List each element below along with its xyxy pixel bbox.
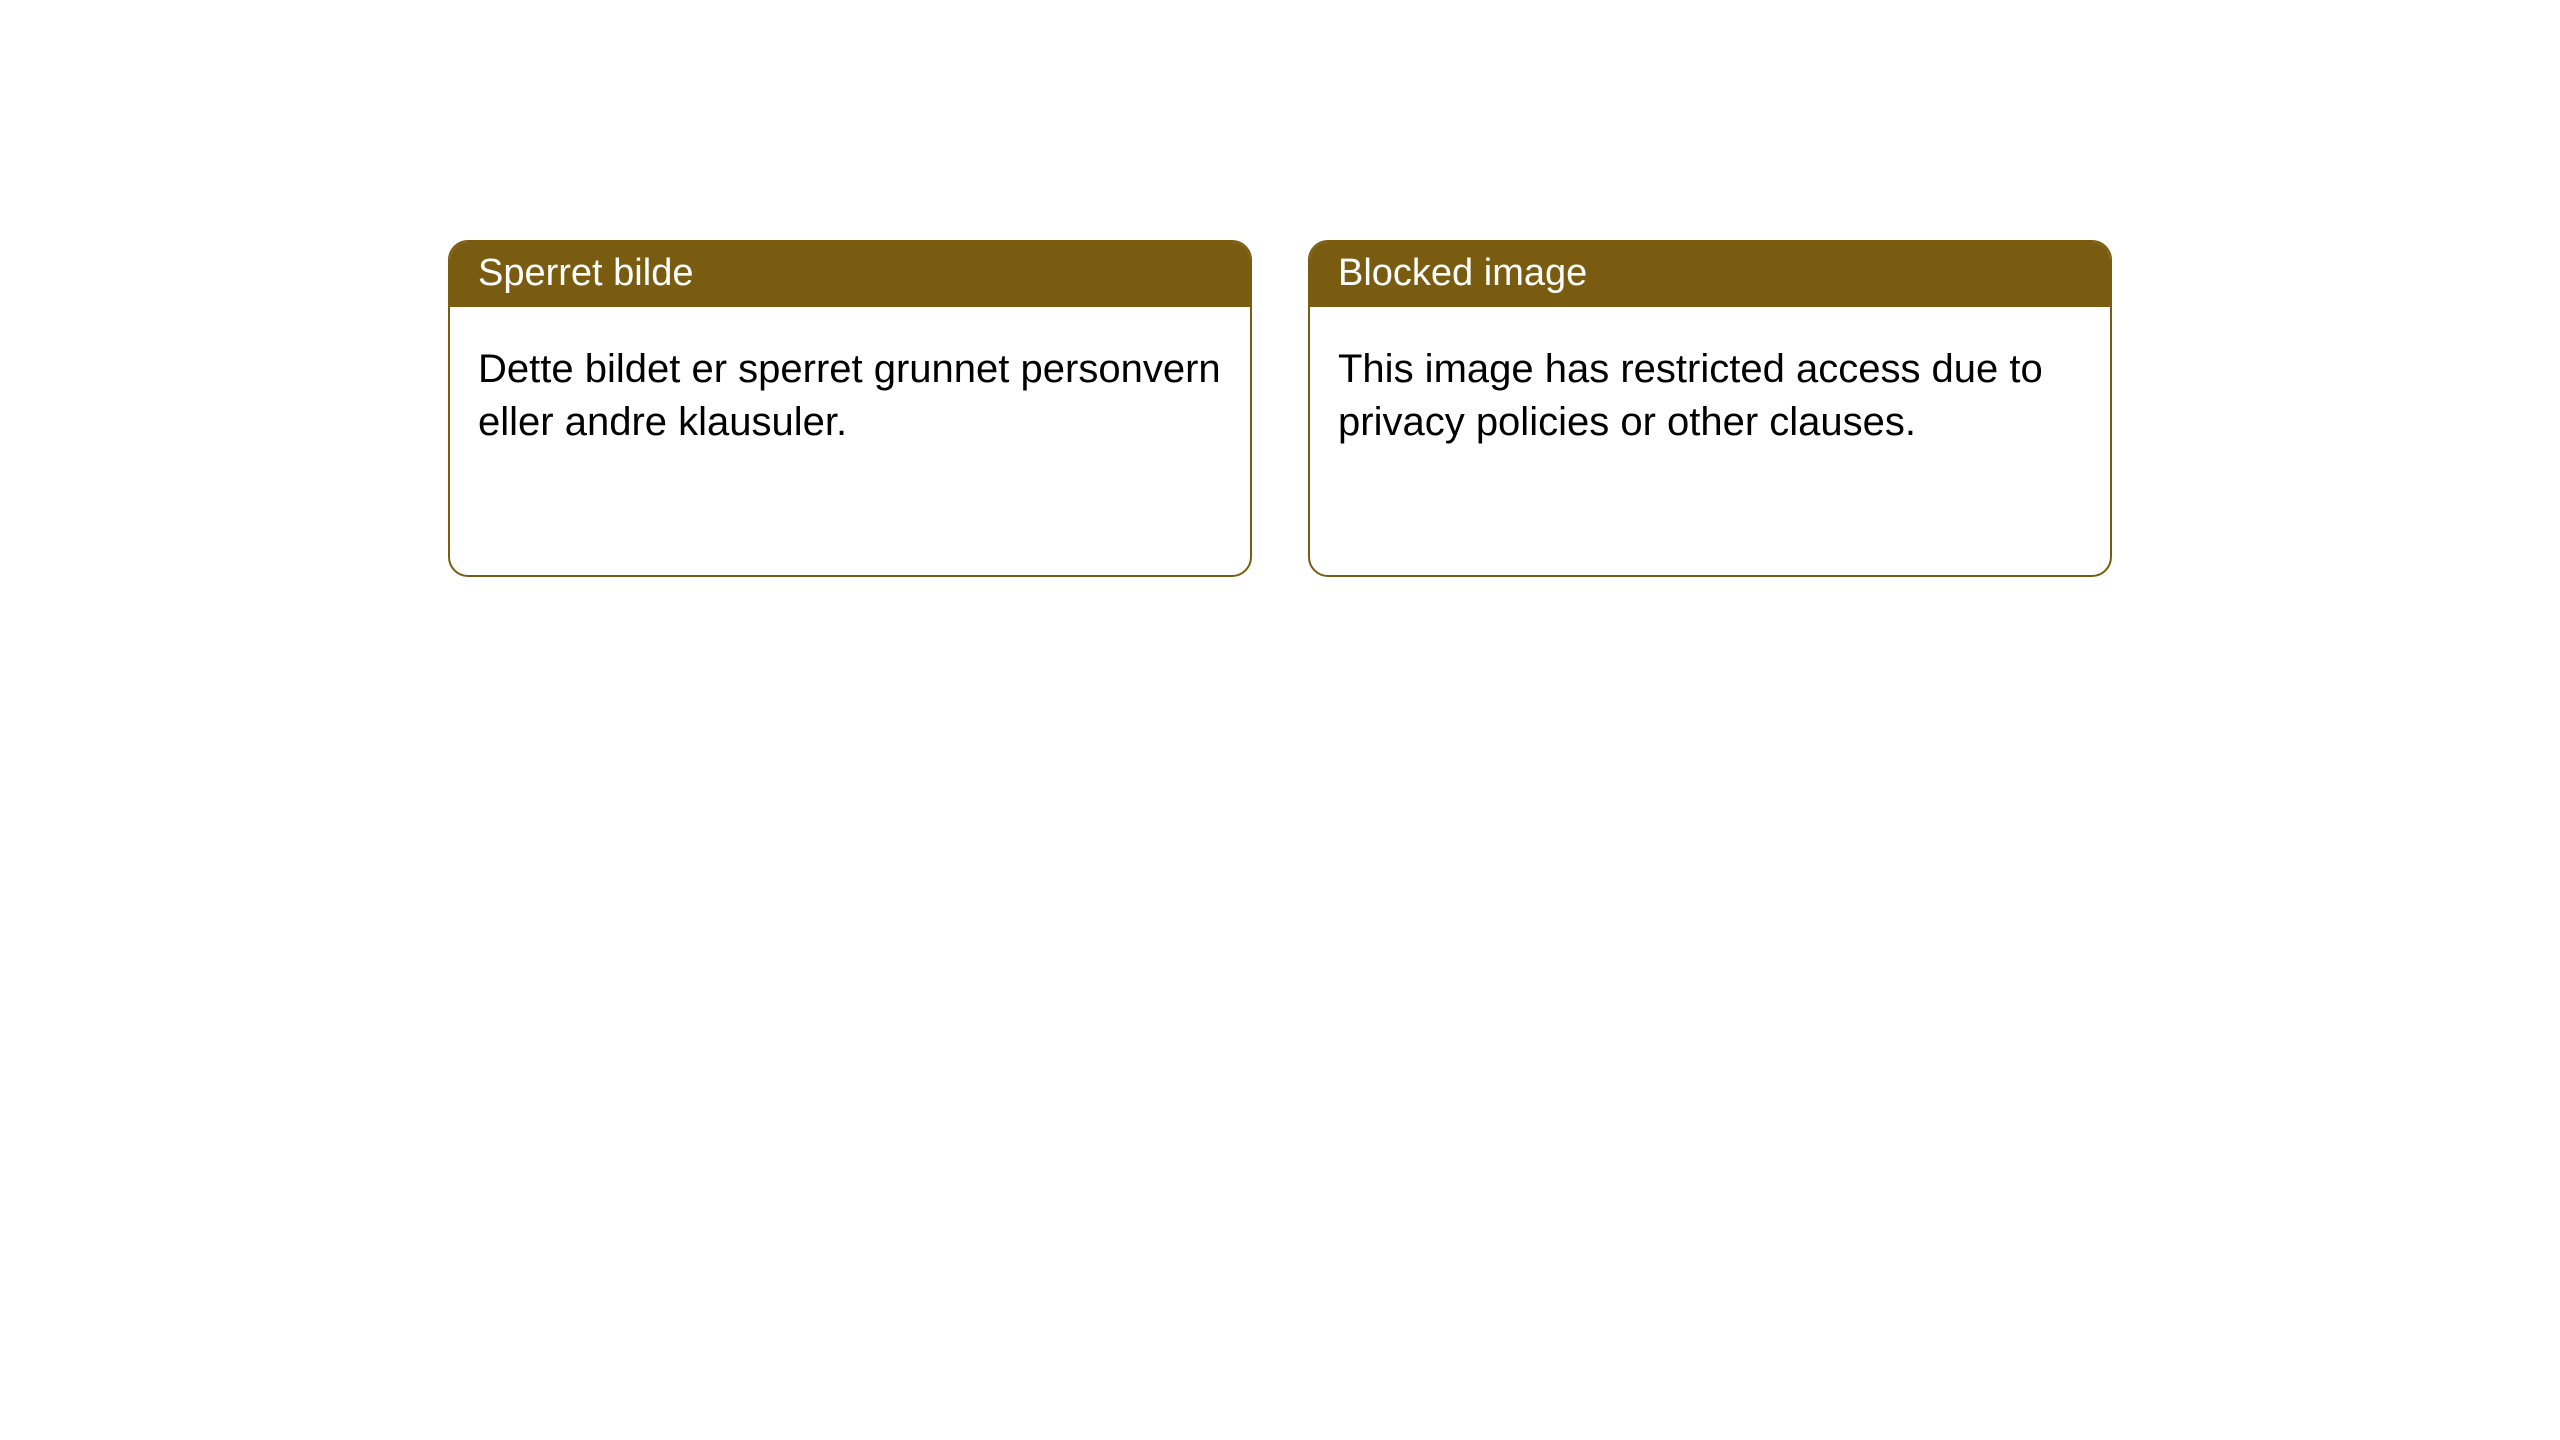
notice-card-english: Blocked image This image has restricted … <box>1308 240 2112 577</box>
notice-card-norwegian: Sperret bilde Dette bildet er sperret gr… <box>448 240 1252 577</box>
notice-card-title: Sperret bilde <box>450 242 1250 307</box>
notice-card-body: This image has restricted access due to … <box>1310 307 2110 575</box>
notice-card-body: Dette bildet er sperret grunnet personve… <box>450 307 1250 575</box>
notice-card-title: Blocked image <box>1310 242 2110 307</box>
notice-cards-container: Sperret bilde Dette bildet er sperret gr… <box>0 0 2560 577</box>
